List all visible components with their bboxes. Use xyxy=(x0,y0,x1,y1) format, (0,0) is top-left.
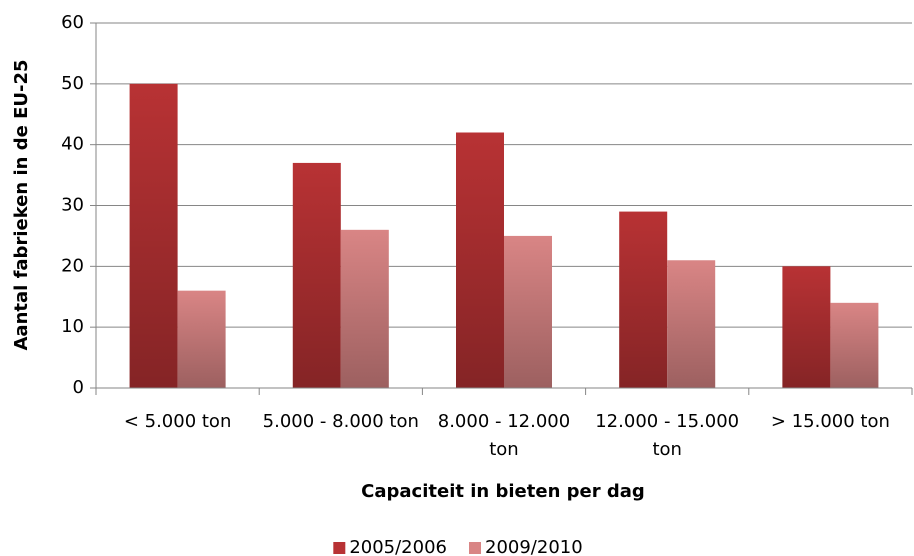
x-axis-title: Capaciteit in bieten per dag xyxy=(361,481,645,502)
x-tick-label: 5.000 - 8.000 ton xyxy=(262,411,419,432)
bar-shade xyxy=(782,266,831,388)
legend-label: 2009/2010 xyxy=(485,537,583,556)
legend-label: 2005/2006 xyxy=(349,537,447,556)
bar-shade xyxy=(340,229,389,388)
bar-shade xyxy=(504,235,552,388)
bar-shade xyxy=(667,260,716,388)
bar-shade xyxy=(292,162,341,388)
bar-shade xyxy=(456,132,504,388)
bar-shade xyxy=(830,302,879,388)
x-tick-label: < 5.000 ton xyxy=(123,411,232,432)
bar-shade xyxy=(619,211,668,388)
bar-shade xyxy=(129,83,178,388)
y-tick-label: 20 xyxy=(61,255,84,276)
x-tick-label: > 15.000 ton xyxy=(770,411,890,432)
x-tick-label: 8.000 - 12.000 ton xyxy=(437,411,571,460)
y-tick-label: 0 xyxy=(73,377,84,398)
legend-swatch xyxy=(469,542,481,554)
y-tick-label: 60 xyxy=(61,12,84,33)
y-tick-label: 30 xyxy=(61,195,84,216)
y-tick-label: 10 xyxy=(61,316,84,337)
legend-swatch xyxy=(333,542,346,554)
x-tick-label: 12.000 - 15.000 ton xyxy=(595,411,740,460)
y-tick-label: 40 xyxy=(61,134,84,155)
y-tick-label: 50 xyxy=(61,73,84,94)
bar-shade xyxy=(177,290,226,388)
y-axis-title: Aantal fabrieken in de EU-25 xyxy=(11,59,32,350)
